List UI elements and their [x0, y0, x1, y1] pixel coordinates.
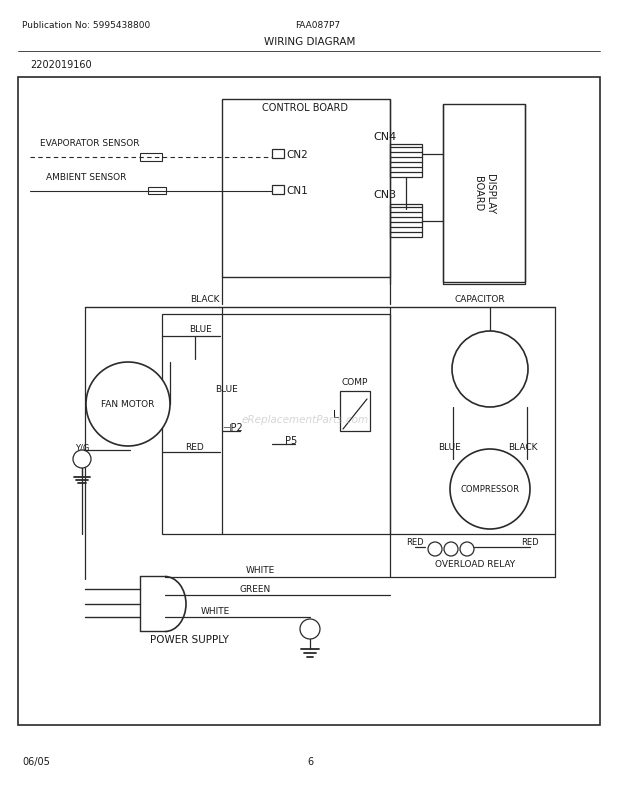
Text: CAPACITOR: CAPACITOR	[454, 295, 505, 304]
Text: AMBIENT SENSOR: AMBIENT SENSOR	[46, 172, 126, 181]
Text: CONTROL BOARD: CONTROL BOARD	[262, 103, 348, 113]
Text: WHITE: WHITE	[246, 565, 275, 575]
Text: Y/G: Y/G	[75, 443, 89, 452]
Text: BLUE: BLUE	[438, 443, 461, 452]
Text: DISPLAY
BOARD: DISPLAY BOARD	[473, 174, 495, 214]
Text: CN2: CN2	[286, 150, 308, 160]
Text: 6: 6	[307, 756, 313, 766]
Text: GREEN: GREEN	[239, 585, 270, 593]
Bar	[272, 186, 284, 195]
Bar	[222, 100, 390, 277]
Text: FAA087P7: FAA087P7	[296, 22, 340, 30]
Text: ⊣P2: ⊣P2	[222, 423, 243, 432]
Text: RED: RED	[406, 538, 424, 547]
Bar	[443, 105, 525, 282]
Text: CN4: CN4	[373, 132, 396, 142]
Bar	[390, 205, 422, 237]
Bar	[140, 154, 162, 162]
Text: CN3: CN3	[373, 190, 396, 200]
Text: OVERLOAD RELAY: OVERLOAD RELAY	[435, 560, 515, 569]
Text: COMPRESSOR: COMPRESSOR	[461, 485, 520, 494]
Text: RED: RED	[521, 538, 539, 547]
Circle shape	[452, 331, 528, 407]
Text: BLACK: BLACK	[190, 295, 219, 304]
Circle shape	[73, 451, 91, 468]
Text: WIRING DIAGRAM: WIRING DIAGRAM	[264, 37, 356, 47]
Circle shape	[460, 542, 474, 557]
Text: RED: RED	[185, 443, 205, 452]
Text: L: L	[333, 410, 339, 419]
Text: CN1: CN1	[286, 186, 308, 196]
Bar	[18, 78, 600, 725]
Text: BLACK: BLACK	[508, 443, 538, 452]
Text: BLUE: BLUE	[215, 385, 237, 394]
Text: POWER SUPPLY: POWER SUPPLY	[150, 634, 229, 644]
Bar	[162, 314, 390, 534]
Circle shape	[444, 542, 458, 557]
Text: 06/05: 06/05	[22, 756, 50, 766]
Bar	[340, 391, 370, 431]
Text: BLUE: BLUE	[188, 325, 211, 334]
Circle shape	[300, 619, 320, 639]
Bar	[272, 150, 284, 159]
Text: eReplacementParts.com: eReplacementParts.com	[241, 415, 368, 424]
Text: 2202019160: 2202019160	[30, 60, 92, 70]
Circle shape	[428, 542, 442, 557]
Text: P5: P5	[285, 435, 297, 445]
Text: COMP: COMP	[342, 378, 368, 387]
Bar	[390, 145, 422, 178]
Circle shape	[86, 363, 170, 447]
Text: EVAPORATOR SENSOR: EVAPORATOR SENSOR	[40, 138, 140, 148]
Circle shape	[450, 449, 530, 529]
Text: FAN MOTOR: FAN MOTOR	[101, 400, 154, 409]
Text: WHITE: WHITE	[200, 607, 229, 616]
Text: Publication No: 5995438800: Publication No: 5995438800	[22, 22, 150, 30]
Bar	[148, 188, 166, 195]
